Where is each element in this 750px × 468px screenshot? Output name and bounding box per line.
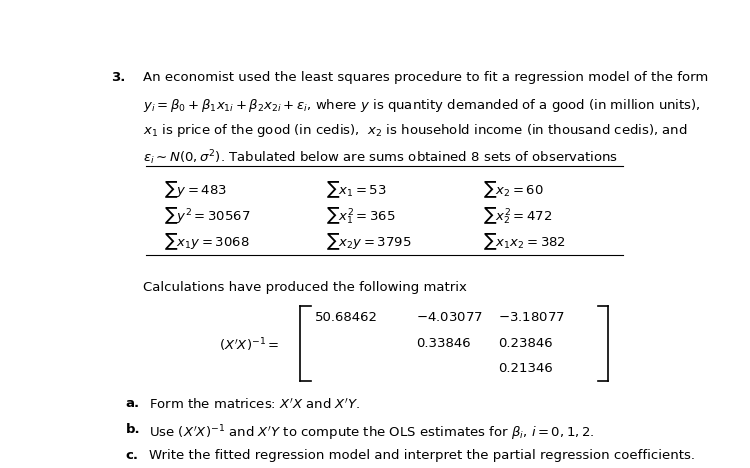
- Text: $(X'X)^{-1} =$: $(X'X)^{-1} =$: [219, 336, 280, 354]
- Text: c.: c.: [126, 449, 139, 462]
- Text: 0.21346: 0.21346: [498, 362, 553, 375]
- Text: 50.68462: 50.68462: [315, 311, 377, 323]
- Text: $\sum x_2 = 60$: $\sum x_2 = 60$: [483, 180, 544, 200]
- Text: $\sum x_1 = 53$: $\sum x_1 = 53$: [326, 180, 387, 200]
- Text: $\varepsilon_i \sim N\left(0, \sigma^2\right)$. Tabulated below are sums obtaine: $\varepsilon_i \sim N\left(0, \sigma^2\r…: [143, 148, 618, 167]
- Text: $\sum x_1^2 = 365$: $\sum x_1^2 = 365$: [326, 205, 396, 226]
- Text: $-3.18077$: $-3.18077$: [498, 311, 564, 323]
- Text: Calculations have produced the following matrix: Calculations have produced the following…: [143, 281, 467, 294]
- Text: An economist used the least squares procedure to fit a regression model of the f: An economist used the least squares proc…: [143, 71, 709, 84]
- Text: b.: b.: [126, 424, 140, 437]
- Text: a.: a.: [126, 397, 140, 410]
- Text: Use $\left(X'X\right)^{-1}$ and $X'Y$ to compute the OLS estimates for $\beta_i$: Use $\left(X'X\right)^{-1}$ and $X'Y$ to…: [149, 424, 595, 443]
- Text: Form the matrices: $X'X$ and $X'Y$.: Form the matrices: $X'X$ and $X'Y$.: [149, 397, 361, 412]
- Text: $\sum x_2 y = 3795$: $\sum x_2 y = 3795$: [326, 232, 412, 252]
- Text: 3.: 3.: [111, 71, 125, 84]
- Text: $\sum x_1 y = 3068$: $\sum x_1 y = 3068$: [164, 232, 249, 252]
- Text: $-4.03077$: $-4.03077$: [416, 311, 483, 323]
- Text: $x_1$ is price of the good (in cedis),  $x_2$ is household income (in thousand c: $x_1$ is price of the good (in cedis), $…: [143, 123, 688, 139]
- Text: $\sum y = 483$: $\sum y = 483$: [164, 180, 226, 200]
- Text: 0.33846: 0.33846: [416, 336, 471, 350]
- Text: $\sum x_2^2 = 472$: $\sum x_2^2 = 472$: [483, 205, 553, 226]
- Text: $y_i = \beta_0 + \beta_1 x_{1i} + \beta_2 x_{2i} + \varepsilon_i$, where $y$ is : $y_i = \beta_0 + \beta_1 x_{1i} + \beta_…: [143, 96, 701, 114]
- Text: $\sum x_1 x_2 = 382$: $\sum x_1 x_2 = 382$: [483, 232, 566, 252]
- Text: $\sum y^2 = 30567$: $\sum y^2 = 30567$: [164, 205, 250, 226]
- Text: Write the fitted regression model and interpret the partial regression coefficie: Write the fitted regression model and in…: [149, 449, 695, 462]
- Text: 0.23846: 0.23846: [498, 336, 552, 350]
